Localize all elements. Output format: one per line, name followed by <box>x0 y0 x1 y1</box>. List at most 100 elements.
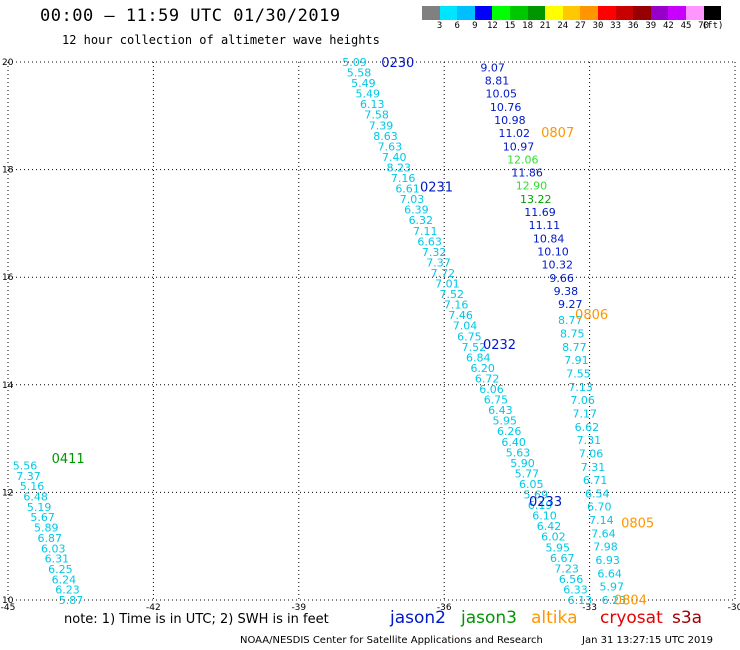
pass-time-label: 0805 <box>621 517 654 532</box>
wave-height-readout: 7.39 <box>369 119 394 132</box>
wave-height-readout: 10.97 <box>503 140 535 153</box>
color-swatch <box>580 6 598 20</box>
wave-height-readout: 8.63 <box>373 130 398 143</box>
wave-height-readout: 6.67 <box>550 552 575 565</box>
wave-height-readout: 11.69 <box>524 206 556 219</box>
wave-height-readout: 6.48 <box>23 491 48 504</box>
wave-height-readout: 11.11 <box>529 219 561 232</box>
wave-height-readout: 6.13 <box>568 594 593 607</box>
wave-height-readout: 10.98 <box>494 114 526 127</box>
color-scale-label: 9 <box>472 21 478 31</box>
x-tick-label: -33 <box>582 603 597 613</box>
wave-height-readout: 5.16 <box>20 480 45 493</box>
wave-height-readout: 10.84 <box>533 232 565 245</box>
wave-height-readout: 5.19 <box>27 501 52 514</box>
pass-label-layer: 0230 0807 0231 0806 0232 0411 0233 0805 0804 <box>52 56 655 608</box>
pass-time-label: 0806 <box>575 308 608 323</box>
wave-height-readout: 6.64 <box>597 567 622 580</box>
wave-height-readout: 5.58 <box>347 67 372 80</box>
wave-height-readout: 10.05 <box>486 88 518 101</box>
color-scale-label: 27 <box>574 21 586 31</box>
wave-height-readout: 5.77 <box>515 467 540 480</box>
legend-item-altika: altika <box>531 608 578 628</box>
color-scale-label: 42 <box>662 21 674 31</box>
wave-height-readout: 5.87 <box>59 594 84 607</box>
wave-height-readout: 5.97 <box>600 581 625 594</box>
color-swatch <box>633 6 651 20</box>
pass-time-label: 0807 <box>541 126 574 141</box>
wave-height-readout: 6.06 <box>479 383 504 396</box>
legend-item-jason3: jason3 <box>461 608 517 628</box>
wave-height-readout: 6.40 <box>501 436 526 449</box>
wave-height-readout: 7.03 <box>400 193 425 206</box>
wave-height-readout: 7.55 <box>566 368 591 381</box>
color-swatch <box>457 6 475 20</box>
pass-time-label: 0233 <box>529 495 562 510</box>
wave-height-readout: 7.46 <box>448 309 473 322</box>
wave-height-readout: 7.72 <box>431 267 456 280</box>
wave-height-readout: 6.62 <box>575 421 600 434</box>
pass-time-label: 0804 <box>614 594 647 609</box>
wave-height-readout: 10.76 <box>490 101 522 114</box>
wave-height-readout: 5.56 <box>13 460 38 473</box>
wave-height-readout: 9.07 <box>480 61 505 74</box>
wave-height-readout: 6.70 <box>587 501 612 514</box>
wave-height-readout: 6.93 <box>595 554 620 567</box>
wave-height-readout: 9.27 <box>558 298 583 311</box>
wave-height-readout: 6.20 <box>470 362 495 375</box>
wave-height-readout: 6.25 <box>48 563 73 576</box>
pass-time-label: 0232 <box>483 338 516 353</box>
y-tick-label: 12 <box>2 488 13 498</box>
y-tick-label: 14 <box>2 381 14 391</box>
wave-height-readout: 6.54 <box>585 487 610 500</box>
wave-height-readout: 5.90 <box>510 457 535 470</box>
wave-height-readout: 6.87 <box>38 532 63 545</box>
wave-height-readout: 7.52 <box>462 341 487 354</box>
wave-height-readout: 5.69 <box>523 489 548 502</box>
color-scale-label: 24 <box>557 21 569 31</box>
color-scale-label: 36 <box>627 21 639 31</box>
wave-height-readout: 6.33 <box>563 583 588 596</box>
color-scale-label: 12 <box>486 21 498 31</box>
grid-layer <box>7 61 736 601</box>
wave-height-readout: 8.77 <box>558 314 583 327</box>
y-tick-label: 18 <box>2 166 14 176</box>
wave-height-readout: 7.16 <box>444 299 469 312</box>
x-tick-label: -30 <box>728 603 740 613</box>
wave-height-readout: 6.13 <box>360 98 385 111</box>
color-swatch <box>703 6 722 20</box>
color-scale-label: 39 <box>645 21 657 31</box>
wave-height-readout: 7.23 <box>554 562 579 575</box>
wave-height-readout: 7.52 <box>440 288 465 301</box>
wave-height-readout: 5.63 <box>506 446 531 459</box>
wave-height-readout: 6.10 <box>532 510 557 523</box>
wave-height-readout: 6.43 <box>488 404 513 417</box>
wave-height-readout: 6.75 <box>457 330 482 343</box>
wave-height-readout: 9.66 <box>549 272 574 285</box>
wave-height-readout: 7.13 <box>568 381 593 394</box>
color-scale-label: 70 <box>698 21 710 31</box>
color-swatch <box>685 6 704 20</box>
wave-height-readout: 7.91 <box>564 354 589 367</box>
color-scale-label: 21 <box>539 21 551 31</box>
axis-layer: -45 -42 -39 -36 -33 -30 10 12 14 16 18 20 <box>1 58 740 613</box>
wave-height-readout: 7.64 <box>591 527 616 540</box>
wave-height-readout: 10.32 <box>542 259 574 272</box>
wave-height-readout: 6.19 <box>528 499 553 512</box>
wave-height-readout: 8.77 <box>562 341 587 354</box>
wave-height-readout: 7.16 <box>391 172 416 185</box>
wave-height-readout: 11.02 <box>498 127 530 140</box>
legend-item-cryosat: cryosat <box>600 608 663 628</box>
legend-item-s3a: s3a <box>672 608 703 628</box>
y-tick-label: 16 <box>2 273 14 283</box>
wave-height-readout: 5.49 <box>356 88 381 101</box>
chart-subtitle: 12 hour collection of altimeter wave hei… <box>62 33 380 47</box>
wave-height-readout: 5.89 <box>34 522 59 535</box>
wave-height-readout: 10.10 <box>537 245 569 258</box>
color-swatch <box>562 6 581 20</box>
wave-height-readout: 6.75 <box>484 394 509 407</box>
color-swatch <box>474 6 493 20</box>
wave-height-readout: 8.75 <box>560 328 585 341</box>
pass-time-label: 0230 <box>381 56 414 71</box>
